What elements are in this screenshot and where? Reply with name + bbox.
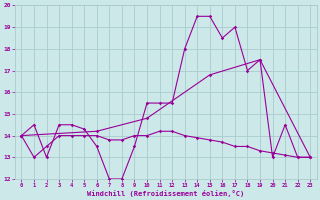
X-axis label: Windchill (Refroidissement éolien,°C): Windchill (Refroidissement éolien,°C) (87, 190, 244, 197)
